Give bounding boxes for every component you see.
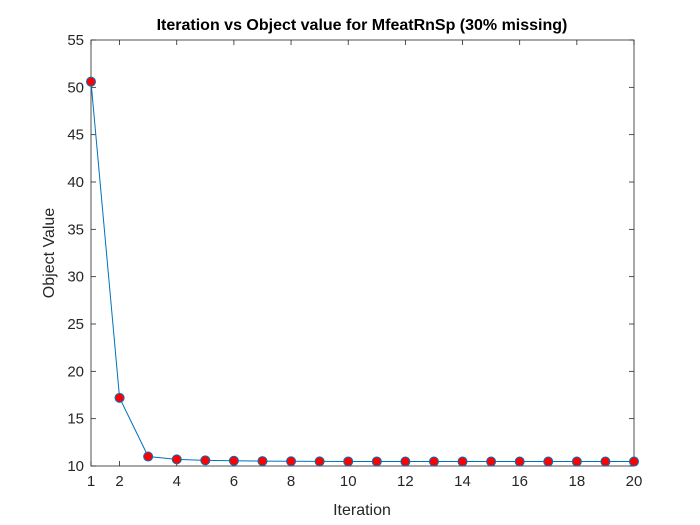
y-axis-ticks: 10 15 20 25 30 35 40 45 50 55 bbox=[67, 32, 634, 475]
axes-box bbox=[90, 39, 635, 467]
data-point bbox=[143, 451, 154, 462]
y-tick-label: 50 bbox=[67, 79, 84, 96]
data-point bbox=[571, 456, 582, 467]
data-point bbox=[371, 456, 382, 467]
data-point bbox=[343, 456, 354, 467]
data-point bbox=[171, 454, 182, 465]
x-tick-label: 6 bbox=[230, 473, 238, 490]
y-tick-label: 35 bbox=[67, 221, 84, 238]
data-point bbox=[486, 456, 497, 467]
plot-area bbox=[90, 39, 635, 467]
x-tick-label: 1 bbox=[87, 473, 95, 490]
data-point bbox=[314, 456, 325, 467]
x-tick-label: 14 bbox=[454, 473, 471, 490]
data-point bbox=[286, 456, 297, 467]
y-tick-label: 10 bbox=[67, 458, 84, 475]
x-axis-title: Iteration bbox=[333, 502, 391, 519]
data-point bbox=[600, 456, 611, 467]
y-axis-title: Object Value bbox=[41, 208, 58, 299]
data-point bbox=[514, 456, 525, 467]
series-layer bbox=[86, 76, 639, 467]
data-point bbox=[400, 456, 411, 467]
x-tick-label: 8 bbox=[287, 473, 295, 490]
y-tick-label: 15 bbox=[67, 411, 84, 428]
x-tick-label: 10 bbox=[340, 473, 357, 490]
data-point bbox=[543, 456, 554, 467]
data-point bbox=[257, 456, 268, 467]
data-point bbox=[457, 456, 468, 467]
data-point bbox=[228, 455, 239, 466]
x-tick-label: 18 bbox=[568, 473, 585, 490]
data-point bbox=[86, 76, 96, 87]
data-point bbox=[629, 456, 639, 467]
x-tick-label: 20 bbox=[626, 473, 643, 490]
x-tick-label: 4 bbox=[173, 473, 181, 490]
x-tick-label: 16 bbox=[511, 473, 528, 490]
y-tick-label: 30 bbox=[67, 269, 84, 286]
data-point bbox=[428, 456, 439, 467]
y-tick-label: 40 bbox=[67, 174, 84, 191]
data-point bbox=[114, 392, 125, 403]
data-point bbox=[200, 455, 211, 466]
y-tick-label: 20 bbox=[67, 363, 84, 380]
chart-title: Iteration vs Object value for MfeatRnSp … bbox=[157, 17, 568, 34]
y-tick-label: 45 bbox=[67, 127, 84, 144]
x-tick-label: 2 bbox=[115, 473, 123, 490]
x-tick-label: 12 bbox=[397, 473, 414, 490]
y-tick-label: 55 bbox=[67, 32, 84, 49]
y-tick-label: 25 bbox=[67, 316, 84, 333]
